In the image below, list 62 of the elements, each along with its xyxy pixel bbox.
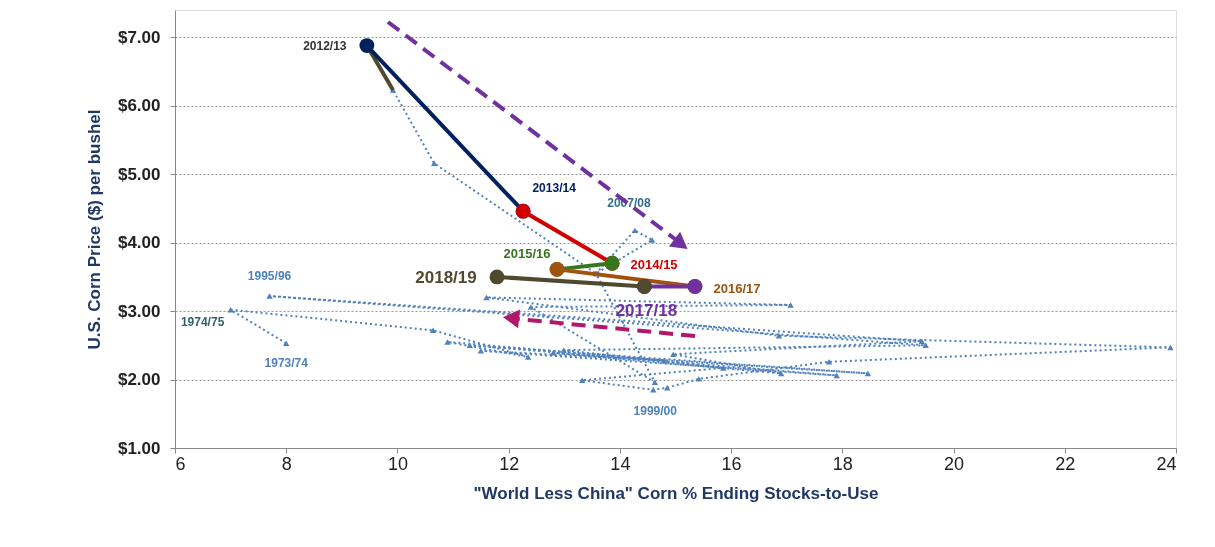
point bbox=[833, 372, 840, 379]
annotation: 1999/00 bbox=[633, 403, 678, 418]
x-tick-label: 8 bbox=[281, 453, 292, 474]
point bbox=[283, 340, 290, 347]
point bbox=[651, 379, 659, 386]
point bbox=[864, 370, 872, 377]
x-tick-label: 6 bbox=[175, 453, 186, 474]
annotation: 1995/96 bbox=[247, 269, 292, 284]
x-tick-label: 14 bbox=[610, 453, 631, 474]
x-axis-title: "World Less China" Corn % Ending Stocks-to-Use bbox=[473, 483, 879, 503]
x-tick-label: 16 bbox=[721, 453, 742, 474]
x-tick-label: 20 bbox=[944, 453, 965, 474]
annotation: 1973/74 bbox=[264, 356, 309, 371]
annotation: 2015/16 bbox=[503, 246, 551, 262]
point bbox=[444, 339, 451, 345]
point bbox=[524, 354, 532, 360]
annotation: 2014/15 bbox=[630, 257, 678, 273]
x-tick-label: 10 bbox=[387, 453, 408, 474]
y-tick-label: $2.00 bbox=[117, 370, 161, 390]
point bbox=[650, 387, 657, 393]
annotation: 2017/18 bbox=[615, 301, 678, 321]
point bbox=[922, 342, 929, 349]
point bbox=[670, 351, 677, 357]
point bbox=[778, 370, 785, 377]
point bbox=[1167, 344, 1174, 351]
point bbox=[825, 359, 833, 365]
y-tick-label: $7.00 bbox=[117, 27, 161, 47]
point bbox=[578, 377, 586, 383]
y-tick-label: $1.00 bbox=[117, 438, 161, 458]
point bbox=[489, 269, 505, 285]
x-tick-label: 12 bbox=[499, 453, 520, 474]
annotation: 1974/75 bbox=[180, 314, 225, 329]
x-tick-label: 18 bbox=[832, 453, 853, 474]
point bbox=[359, 38, 375, 53]
point bbox=[631, 227, 639, 234]
y-tick-label: $5.00 bbox=[117, 164, 161, 184]
annotation: 2013/14 bbox=[532, 181, 577, 196]
point bbox=[775, 333, 783, 339]
x-tick-label: 24 bbox=[1156, 453, 1177, 474]
annotation: 2016/17 bbox=[713, 281, 761, 297]
point bbox=[527, 304, 535, 310]
point bbox=[560, 347, 567, 353]
annotation: 2018/19 bbox=[415, 267, 477, 287]
point bbox=[430, 160, 438, 167]
point bbox=[918, 338, 926, 344]
point bbox=[720, 365, 727, 371]
x-tick-label: 22 bbox=[1055, 453, 1076, 474]
annotation: 2012/13 bbox=[303, 38, 347, 53]
point bbox=[477, 348, 485, 354]
point bbox=[695, 376, 703, 382]
point bbox=[664, 385, 671, 391]
point bbox=[787, 302, 794, 308]
y-tick-label: $3.00 bbox=[117, 301, 161, 321]
point bbox=[466, 342, 473, 349]
point bbox=[429, 327, 437, 334]
y-tick-label: $4.00 bbox=[117, 233, 161, 253]
point bbox=[483, 294, 490, 301]
y-tick-label: $6.00 bbox=[117, 96, 161, 116]
point bbox=[661, 357, 668, 364]
point bbox=[266, 293, 273, 299]
y-axis-title: U.S. Corn Price ($) per bushel bbox=[84, 109, 104, 350]
point bbox=[648, 237, 656, 243]
